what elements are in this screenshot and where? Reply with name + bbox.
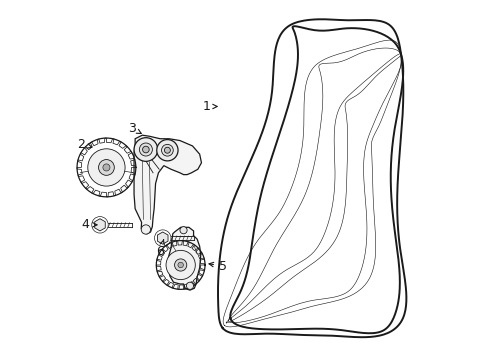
Circle shape xyxy=(102,164,110,171)
Circle shape xyxy=(88,149,125,186)
Text: 1: 1 xyxy=(203,100,217,113)
Circle shape xyxy=(142,146,149,153)
Polygon shape xyxy=(134,135,201,234)
Circle shape xyxy=(174,259,186,271)
Text: 3: 3 xyxy=(127,122,141,135)
Text: 5: 5 xyxy=(208,260,226,273)
Polygon shape xyxy=(95,219,105,231)
Circle shape xyxy=(134,138,158,161)
Circle shape xyxy=(99,159,114,175)
Circle shape xyxy=(164,147,170,153)
Text: 6: 6 xyxy=(156,240,164,258)
Circle shape xyxy=(157,140,178,161)
Circle shape xyxy=(141,225,150,234)
Text: 2: 2 xyxy=(77,138,92,150)
Circle shape xyxy=(166,250,195,280)
Circle shape xyxy=(186,282,193,289)
Text: 4: 4 xyxy=(81,218,97,231)
Circle shape xyxy=(161,144,173,156)
Circle shape xyxy=(178,262,183,268)
Circle shape xyxy=(180,226,187,234)
Polygon shape xyxy=(157,232,168,244)
Circle shape xyxy=(139,143,152,156)
Polygon shape xyxy=(168,227,201,290)
